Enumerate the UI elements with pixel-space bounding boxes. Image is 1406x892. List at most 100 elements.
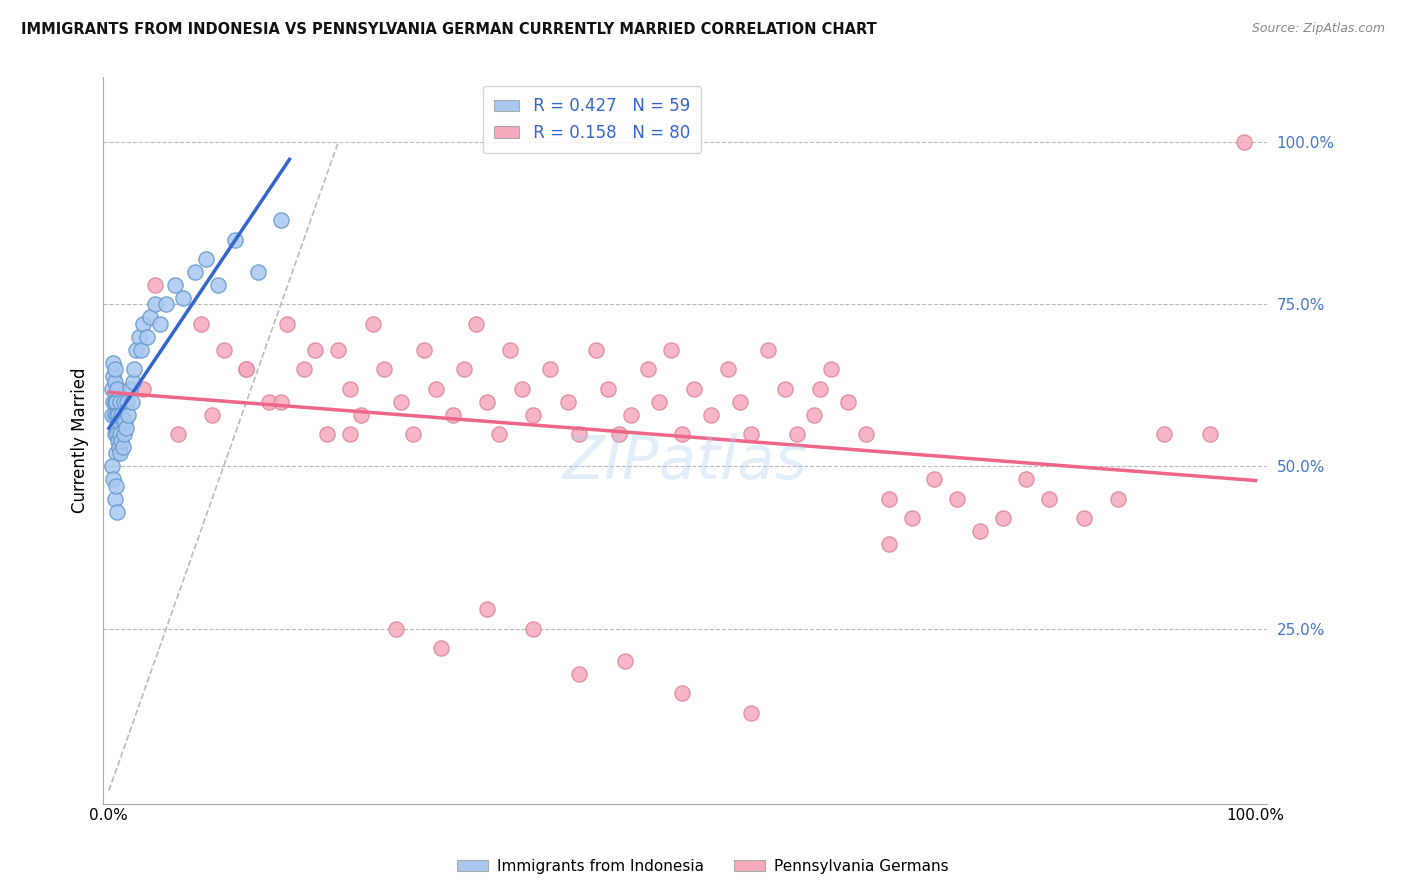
- Point: [110, 408, 132, 422]
- Point: [105, 505, 128, 519]
- Point: [993, 511, 1015, 525]
- Point: [108, 414, 131, 428]
- Point: [877, 537, 900, 551]
- Point: [224, 233, 246, 247]
- Point: [110, 446, 132, 460]
- Point: [373, 362, 395, 376]
- Point: [270, 394, 292, 409]
- Point: [803, 408, 825, 422]
- Point: [111, 414, 134, 428]
- Point: [522, 408, 544, 422]
- Point: [103, 394, 125, 409]
- Point: [700, 408, 723, 422]
- Point: [104, 394, 127, 409]
- Point: [350, 408, 373, 422]
- Point: [184, 265, 207, 279]
- Legend:  R = 0.427   N = 59,  R = 0.158   N = 80: R = 0.427 N = 59, R = 0.158 N = 80: [482, 86, 702, 153]
- Point: [155, 297, 177, 311]
- Point: [596, 382, 619, 396]
- Point: [132, 382, 155, 396]
- Point: [659, 343, 682, 357]
- Point: [259, 394, 281, 409]
- Point: [104, 491, 127, 506]
- Point: [464, 317, 486, 331]
- Point: [172, 291, 194, 305]
- Point: [107, 408, 129, 422]
- Point: [103, 368, 125, 383]
- Point: [613, 654, 636, 668]
- Point: [740, 427, 762, 442]
- Point: [122, 362, 145, 376]
- Point: [110, 394, 132, 409]
- Point: [585, 343, 607, 357]
- Point: [877, 491, 900, 506]
- Point: [648, 394, 671, 409]
- Point: [110, 408, 132, 422]
- Point: [1073, 511, 1095, 525]
- Point: [538, 362, 561, 376]
- Point: [104, 408, 127, 422]
- Point: [276, 317, 298, 331]
- Point: [112, 394, 135, 409]
- Point: [101, 459, 124, 474]
- Point: [165, 277, 187, 292]
- Point: [246, 265, 269, 279]
- Point: [361, 317, 384, 331]
- Point: [488, 427, 510, 442]
- Point: [969, 524, 991, 539]
- Legend: Immigrants from Indonesia, Pennsylvania Germans: Immigrants from Indonesia, Pennsylvania …: [451, 853, 955, 880]
- Point: [190, 317, 212, 331]
- Point: [104, 394, 127, 409]
- Point: [104, 375, 127, 389]
- Point: [103, 472, 125, 486]
- Point: [607, 427, 630, 442]
- Point: [389, 394, 412, 409]
- Point: [820, 362, 842, 376]
- Point: [104, 427, 127, 442]
- Point: [143, 297, 166, 311]
- Point: [717, 362, 740, 376]
- Point: [808, 382, 831, 396]
- Point: [441, 408, 464, 422]
- Point: [413, 343, 436, 357]
- Point: [115, 420, 138, 434]
- Text: Source: ZipAtlas.com: Source: ZipAtlas.com: [1251, 22, 1385, 36]
- Point: [620, 408, 643, 422]
- Point: [111, 440, 134, 454]
- Point: [104, 362, 127, 376]
- Point: [637, 362, 659, 376]
- Point: [101, 382, 124, 396]
- Point: [270, 213, 292, 227]
- Point: [1038, 491, 1060, 506]
- Point: [235, 362, 257, 376]
- Point: [339, 427, 361, 442]
- Point: [402, 427, 425, 442]
- Point: [105, 382, 128, 396]
- Point: [425, 382, 447, 396]
- Point: [129, 343, 152, 357]
- Point: [110, 427, 132, 442]
- Point: [1015, 472, 1038, 486]
- Point: [304, 343, 326, 357]
- Text: IMMIGRANTS FROM INDONESIA VS PENNSYLVANIA GERMAN CURRENTLY MARRIED CORRELATION C: IMMIGRANTS FROM INDONESIA VS PENNSYLVANI…: [21, 22, 877, 37]
- Point: [107, 382, 129, 396]
- Point: [728, 394, 751, 409]
- Point: [195, 252, 218, 266]
- Point: [477, 602, 499, 616]
- Point: [104, 446, 127, 460]
- Point: [756, 343, 779, 357]
- Point: [900, 511, 922, 525]
- Point: [135, 330, 157, 344]
- Point: [1107, 491, 1129, 506]
- Point: [108, 440, 131, 454]
- Point: [235, 362, 257, 376]
- Point: [328, 343, 350, 357]
- Point: [786, 427, 808, 442]
- Y-axis label: Currently Married: Currently Married: [72, 368, 89, 513]
- Point: [315, 427, 337, 442]
- Point: [128, 330, 150, 344]
- Point: [499, 343, 522, 357]
- Point: [122, 375, 145, 389]
- Point: [855, 427, 877, 442]
- Point: [125, 343, 148, 357]
